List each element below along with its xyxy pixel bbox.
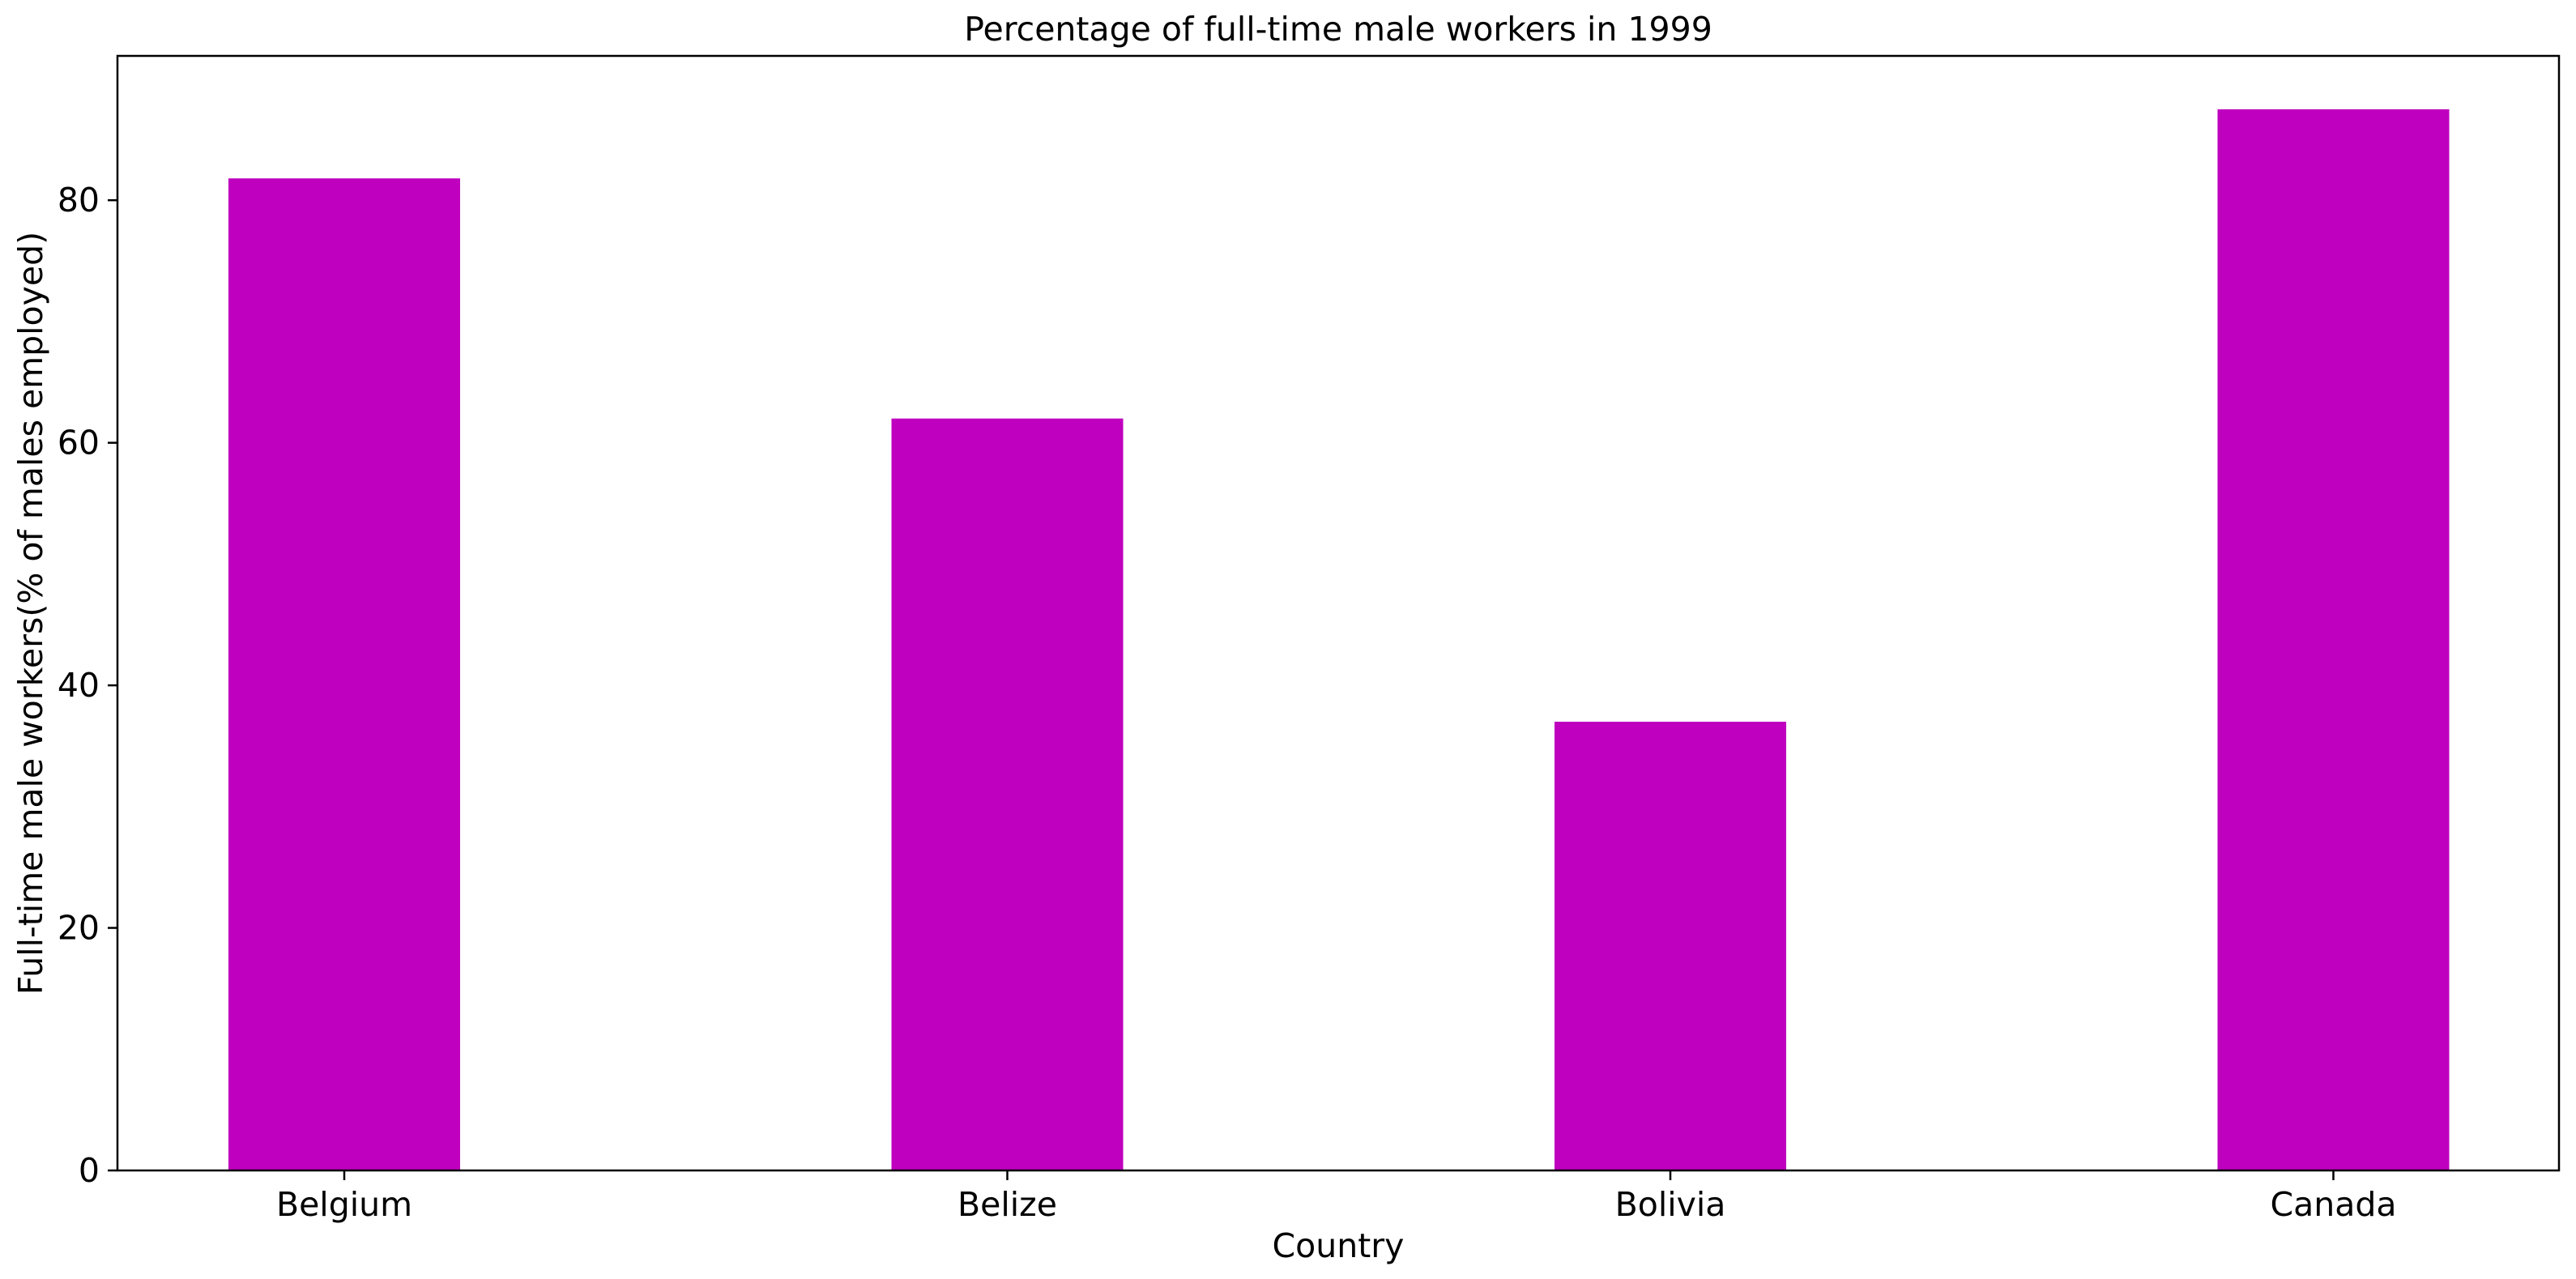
- x-tick-label: Canada: [2270, 1185, 2396, 1224]
- plot-frame: [116, 54, 2561, 1172]
- x-axis-label: Country: [1273, 1226, 1405, 1265]
- y-tick-label: 0: [79, 1151, 100, 1190]
- x-tick-label: Bolivia: [1615, 1185, 1726, 1224]
- x-tick-label: Belgium: [276, 1185, 412, 1224]
- x-axis-ticks: Belgium Belize Bolivia Canada: [276, 1170, 2397, 1224]
- bar-bolivia: [1555, 722, 1786, 1170]
- y-axis-ticks: 0 20 40 60 80: [58, 181, 117, 1190]
- y-axis-label: Full-time male workers(% of males employ…: [11, 232, 50, 995]
- bar-canada: [2217, 109, 2450, 1170]
- x-tick-label: Belize: [957, 1185, 1057, 1224]
- y-tick-label: 40: [58, 666, 100, 705]
- bars-group: [228, 109, 2450, 1171]
- chart-title: Percentage of full-time male workers in …: [964, 10, 1712, 49]
- y-tick-label: 20: [58, 909, 100, 948]
- bar-belize: [891, 418, 1124, 1170]
- bar-belgium: [228, 178, 460, 1171]
- y-tick-label: 80: [58, 181, 100, 220]
- y-tick-label: 60: [58, 424, 100, 463]
